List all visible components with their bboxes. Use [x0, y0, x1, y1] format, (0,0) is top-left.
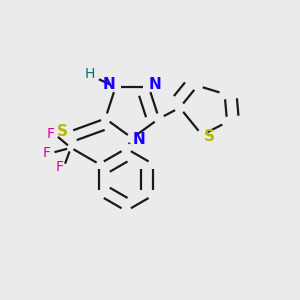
Text: N: N: [103, 77, 116, 92]
Text: S: S: [57, 124, 68, 139]
Text: F: F: [46, 128, 55, 141]
Text: F: F: [55, 160, 63, 174]
Text: H: H: [84, 67, 95, 81]
Text: S: S: [203, 129, 214, 144]
Text: N: N: [149, 77, 162, 92]
Text: F: F: [42, 146, 50, 160]
Text: N: N: [133, 132, 146, 147]
